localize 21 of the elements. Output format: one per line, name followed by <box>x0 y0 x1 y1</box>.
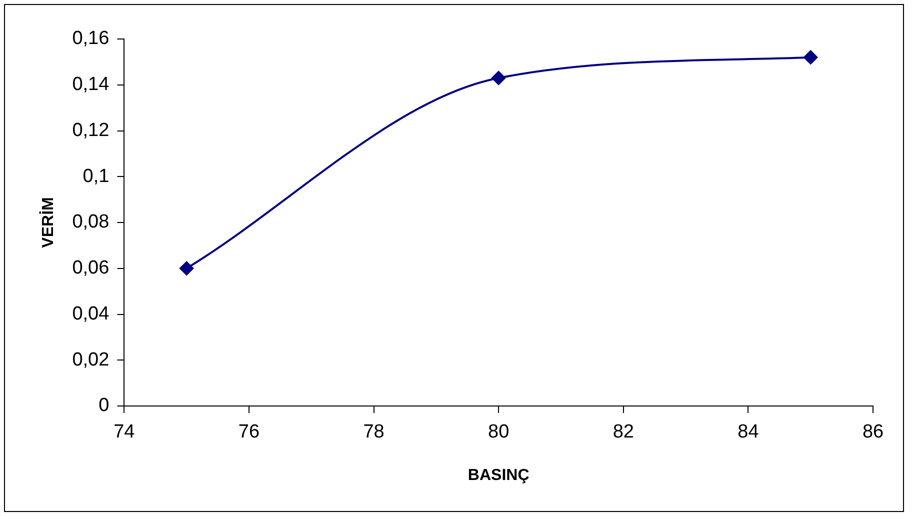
x-axis-title: BASINÇ <box>468 466 530 484</box>
y-axis-title: VERİM <box>39 197 58 248</box>
point <box>804 50 818 64</box>
y-tick-label: 0,06 <box>72 258 110 279</box>
x-tick-label: 82 <box>612 422 634 443</box>
x-tick-label: 76 <box>238 422 260 443</box>
x-tick-label: 86 <box>862 422 884 443</box>
x-tick-label: 84 <box>738 422 760 443</box>
y-tick-label: 0,1 <box>82 166 110 187</box>
y-tick-label: 0,08 <box>72 212 110 233</box>
y-tick-label: 0,12 <box>72 120 110 141</box>
point <box>180 261 194 276</box>
point <box>492 70 506 85</box>
x-tick-label: 74 <box>114 422 136 443</box>
y-tick-label: 0,14 <box>72 74 110 96</box>
x-tick-label: 78 <box>363 422 384 443</box>
y-tick-label: 0 <box>98 395 110 416</box>
y-tick-label: 0,04 <box>72 303 110 324</box>
y-tick-label: 0,16 <box>72 28 110 50</box>
x-tick-label: 80 <box>488 422 510 443</box>
y-tick-label: 0,02 <box>72 349 110 370</box>
